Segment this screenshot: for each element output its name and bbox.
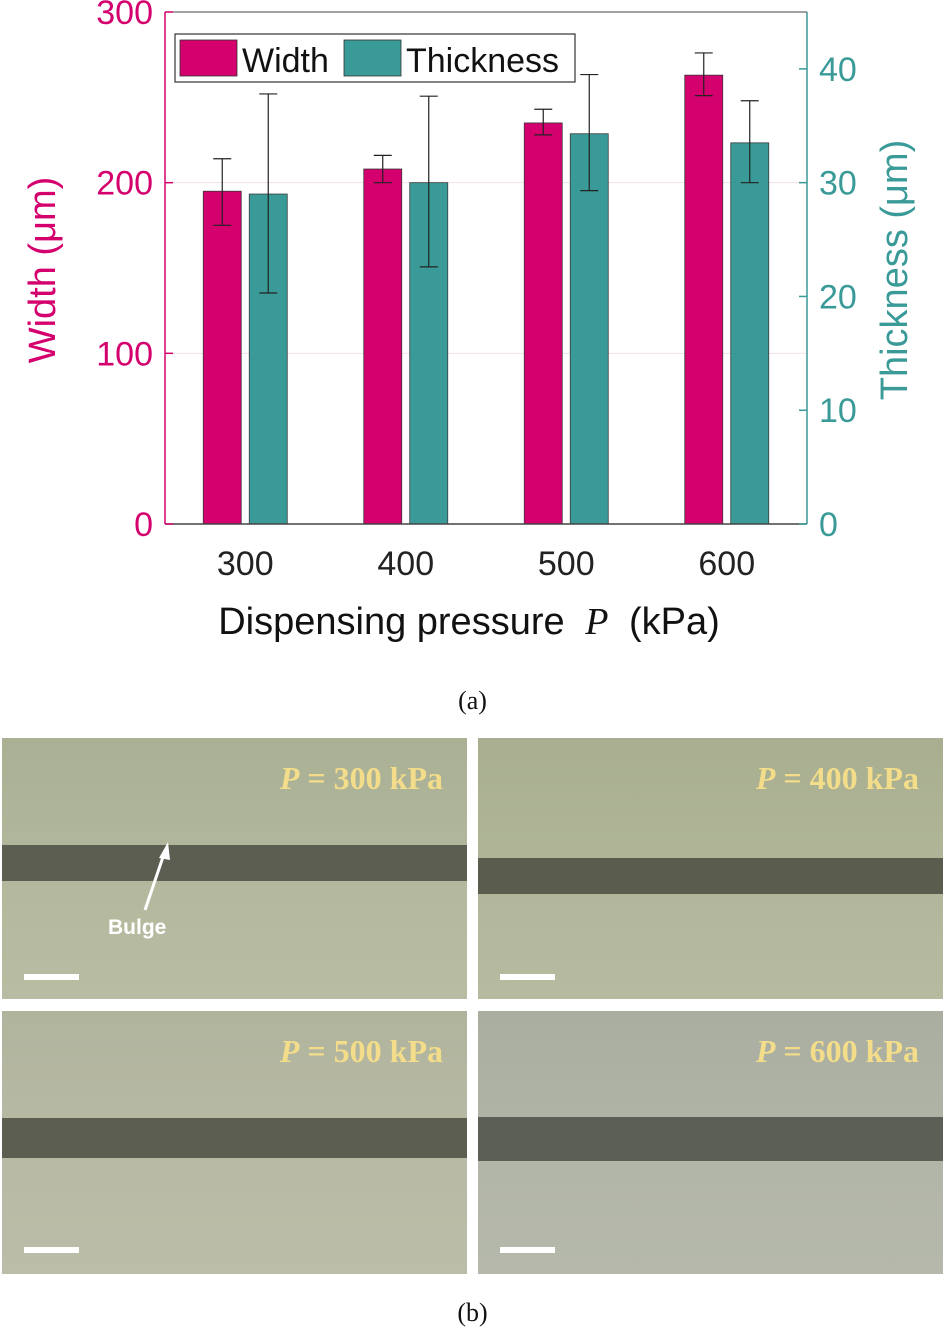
legend-label-thickness: Thickness bbox=[406, 42, 559, 80]
printed-line bbox=[478, 1117, 943, 1161]
y-tick-label-right: 0 bbox=[819, 506, 838, 544]
x-tick-label: 600 bbox=[698, 545, 755, 583]
y-axis-label-left: Width (μm) bbox=[22, 177, 64, 364]
legend-label-width: Width bbox=[242, 42, 329, 80]
micrograph-400kpa: P = 400 kPa bbox=[478, 738, 943, 999]
legend: Width Thickness bbox=[174, 33, 576, 83]
y-tick-label-right: 20 bbox=[819, 278, 857, 316]
pressure-label: P = 500 kPa bbox=[280, 1033, 443, 1070]
pressure-label: P = 400 kPa bbox=[756, 760, 919, 797]
bar-thickness-600 bbox=[730, 142, 770, 525]
legend-swatch-thickness bbox=[343, 39, 402, 77]
pressure-symbol: P bbox=[279, 1033, 300, 1069]
caption-b: (b) bbox=[457, 1298, 488, 1327]
x-axis-label: Dispensing pressure P (kPa) bbox=[218, 601, 720, 643]
x-axis-label-text: Dispensing pressure bbox=[218, 601, 564, 643]
pressure-value: = 300 kPa bbox=[307, 760, 443, 796]
x-axis-label-unit: (kPa) bbox=[629, 601, 720, 643]
error-bars bbox=[213, 52, 759, 294]
pressure-value: = 400 kPa bbox=[783, 760, 919, 796]
y-tick-label-right: 30 bbox=[819, 165, 857, 203]
pressure-symbol: P bbox=[755, 1033, 776, 1069]
pressure-value: = 600 kPa bbox=[783, 1033, 919, 1069]
bar-thickness-500 bbox=[569, 133, 609, 525]
caption-a: (a) bbox=[458, 686, 487, 715]
x-tick-label: 300 bbox=[217, 545, 274, 583]
bulge-label: Bulge bbox=[108, 916, 167, 939]
micrograph-600kpa: P = 600 kPa bbox=[478, 1011, 943, 1274]
pressure-symbol: P bbox=[279, 760, 300, 796]
scale-bar bbox=[24, 1247, 79, 1253]
y-tick-label-left: 200 bbox=[96, 165, 153, 203]
bar-width-500 bbox=[523, 122, 563, 525]
ticks: 300 400 500 600 0 100 200 300 0 10 20 30 40 bbox=[96, 0, 857, 583]
y-tick-label-left: 0 bbox=[134, 506, 153, 544]
printed-line bbox=[2, 1118, 467, 1158]
scale-bar bbox=[24, 974, 79, 980]
bulge-arrow-icon bbox=[143, 842, 170, 911]
printed-line bbox=[2, 845, 467, 881]
y-tick-label-right: 10 bbox=[819, 392, 857, 430]
y-tick-label-left: 100 bbox=[96, 335, 153, 373]
bar-width-300 bbox=[202, 190, 242, 525]
scale-bar bbox=[500, 974, 555, 980]
axes bbox=[164, 11, 808, 525]
printed-line bbox=[478, 858, 943, 894]
y-tick-label-left: 300 bbox=[96, 0, 153, 32]
bar-chart: 300 400 500 600 0 100 200 300 0 10 20 30 40 Width Thi… bbox=[22, 0, 916, 643]
scale-bar bbox=[500, 1247, 555, 1253]
pressure-value: = 500 kPa bbox=[307, 1033, 443, 1069]
bar-width-600 bbox=[684, 74, 724, 525]
y-tick-label-right: 40 bbox=[819, 51, 857, 89]
pressure-symbol: P bbox=[755, 760, 776, 796]
micrograph-500kpa: P = 500 kPa bbox=[2, 1011, 467, 1274]
pressure-label: P = 300 kPa bbox=[280, 760, 443, 797]
pressure-label: P = 600 kPa bbox=[756, 1033, 919, 1070]
bar-width-400 bbox=[363, 168, 403, 525]
x-axis-label-symbol: P bbox=[584, 601, 608, 643]
micrograph-300kpa: P = 300 kPa Bulge bbox=[2, 738, 467, 999]
x-tick-label: 500 bbox=[538, 545, 595, 583]
y-axis-label-right: Thickness (μm) bbox=[874, 140, 916, 400]
x-tick-label: 400 bbox=[377, 545, 434, 583]
legend-swatch-width bbox=[179, 39, 238, 77]
